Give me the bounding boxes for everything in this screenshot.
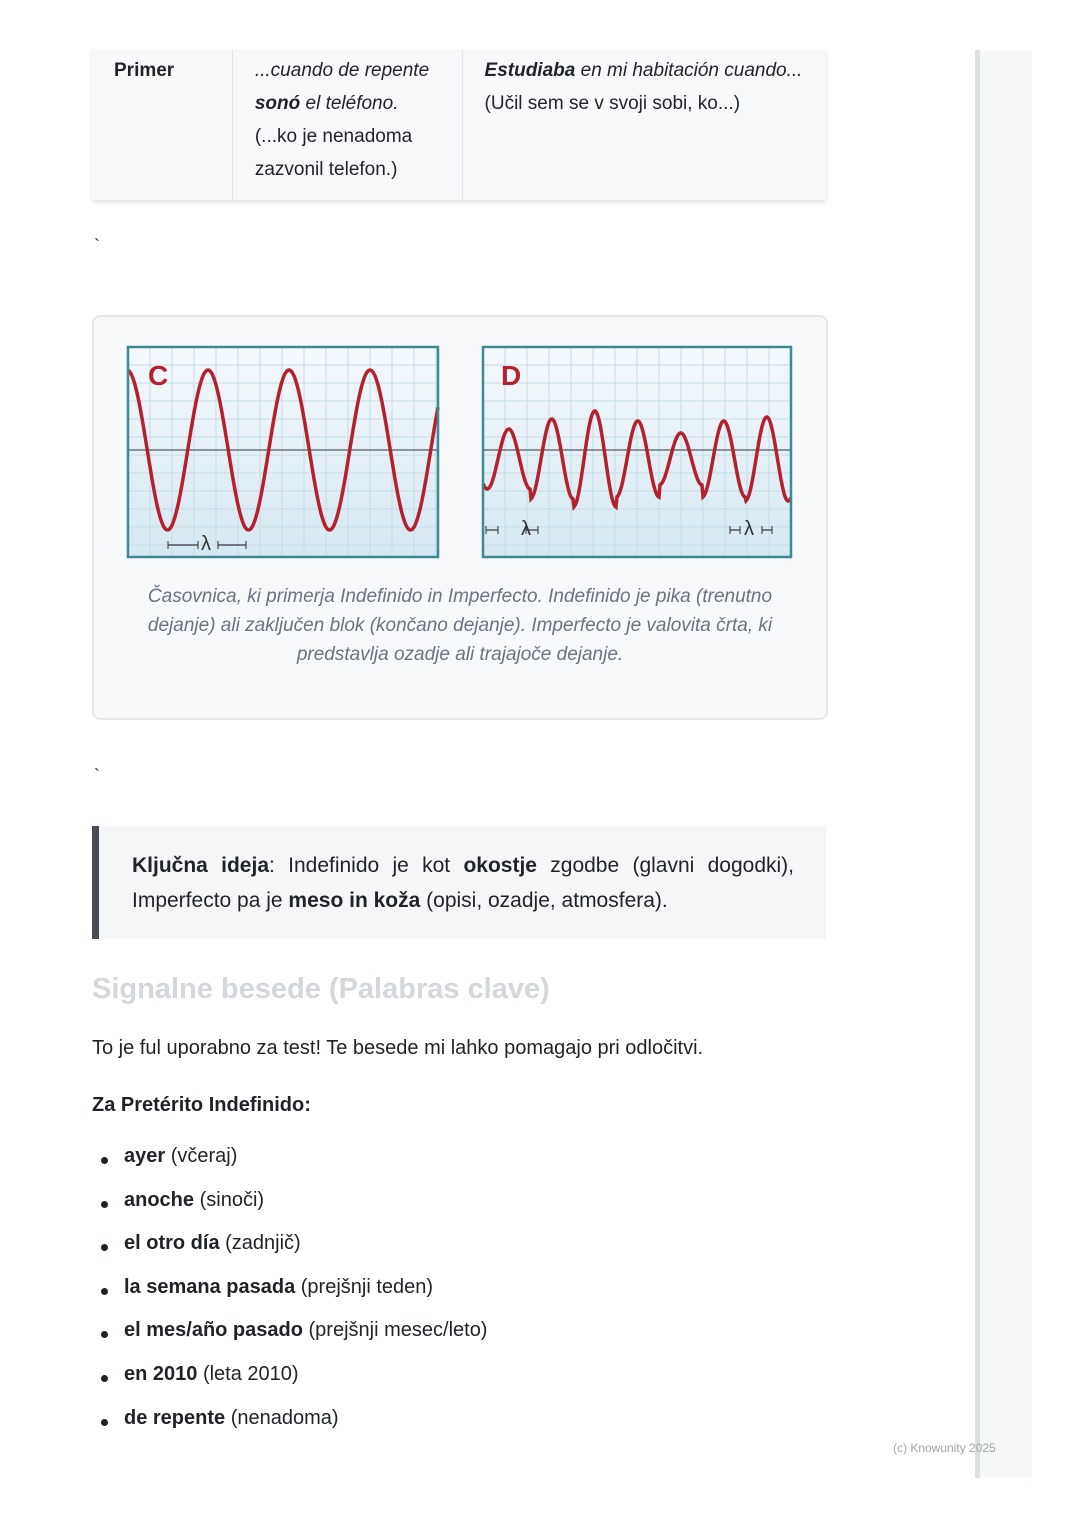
panel-d-label: D <box>501 360 522 391</box>
gloss: (sinoči) <box>194 1188 265 1211</box>
imperfecto-example: Estudiaba en mi habitación cuando... (Uč… <box>463 50 826 200</box>
wave-line <box>481 409 793 512</box>
example-verb: sonó <box>254 93 301 114</box>
footer-copyright: (c) Knowunity 2025 <box>893 1441 996 1455</box>
gloss: (nenadoma) <box>225 1406 339 1429</box>
list-item: de repente (nenadoma) <box>92 1407 487 1451</box>
gloss: (včeraj) <box>165 1145 238 1167</box>
panel-c-label: C <box>148 360 169 391</box>
term: ayer <box>124 1145 166 1167</box>
gloss: (prejšnji mesec/leto) <box>302 1319 488 1342</box>
term: de repente <box>124 1406 226 1429</box>
lambda-label: λ <box>201 533 211 555</box>
example-verb: Estudiaba <box>484 60 576 81</box>
callout-label: Ključna ideja <box>132 854 269 877</box>
example-translation: (Učil sem se v svoji sobi, ko...) <box>484 93 741 114</box>
term: el otro día <box>124 1232 220 1255</box>
figure-caption: Časovnica, ki primerja Indefinido in Imp… <box>147 586 773 665</box>
separator: ` <box>94 766 100 786</box>
subheading: Za Pretérito Indefinido: <box>92 1094 311 1116</box>
indefinido-example: ...cuando de repente sonó el teléfono. (.… <box>233 50 463 200</box>
panel-c <box>126 345 440 559</box>
list-item: el mes/año pasado (prejšnji mesec/leto) <box>92 1319 487 1363</box>
panel-frame <box>481 345 793 559</box>
term: anoche <box>124 1188 195 1211</box>
intro-paragraph: To je ful uporabno za test! Te besede mi… <box>92 1037 704 1059</box>
signal-word-list: ayer (včeraj) anoche (sinoči) el otro dí… <box>92 1145 487 1450</box>
example-text: ...cuando de repente <box>254 60 430 81</box>
example-text: el teléfono. <box>300 93 399 114</box>
callout-bold: meso in koža <box>288 889 421 912</box>
wave-figure <box>126 345 793 559</box>
callout-text: : Indefinido je kot <box>269 854 464 877</box>
callout-text: zgodbe (glavni dogodki), Imperfecto pa j… <box>132 854 794 912</box>
section-heading: Signalne besede (Palabras clave) <box>92 973 550 1005</box>
list-item: anoche (sinoči) <box>92 1189 487 1233</box>
wave-line <box>126 368 440 532</box>
callout-bold: okostje <box>463 854 537 877</box>
row-label: Primer <box>92 50 233 200</box>
gloss: (prejšnji teden) <box>295 1275 434 1298</box>
list-item: ayer (včeraj) <box>92 1145 487 1189</box>
list-item: en 2010 (leta 2010) <box>92 1363 487 1407</box>
example-text: en mi habitación cuando... <box>575 60 803 81</box>
separator: ` <box>94 236 100 256</box>
list-item: el otro día (zadnjič) <box>92 1232 487 1276</box>
term: el mes/año pasado <box>124 1319 303 1342</box>
right-sidebar <box>975 50 1032 1478</box>
example-translation: (...ko je nenadoma zazvonil telefon.) <box>254 126 413 180</box>
key-idea-callout: Ključna ideja: Indefinido je kot okostje… <box>92 826 826 939</box>
lambda-label: λ <box>521 518 531 540</box>
term: la semana pasada <box>124 1275 296 1298</box>
panel-frame <box>126 345 440 559</box>
term: en 2010 <box>124 1362 198 1385</box>
panel-d <box>481 345 793 559</box>
callout-text: (opisi, ozadje, atmosfera). <box>420 889 668 912</box>
gloss: (leta 2010) <box>197 1362 299 1385</box>
gloss: (zadnjič) <box>219 1232 301 1255</box>
lambda-label: λ <box>744 518 754 540</box>
list-item: la semana pasada (prejšnji teden) <box>92 1276 487 1320</box>
comparison-table-row: Primer ...cuando de repente sonó el telé… <box>92 50 826 200</box>
